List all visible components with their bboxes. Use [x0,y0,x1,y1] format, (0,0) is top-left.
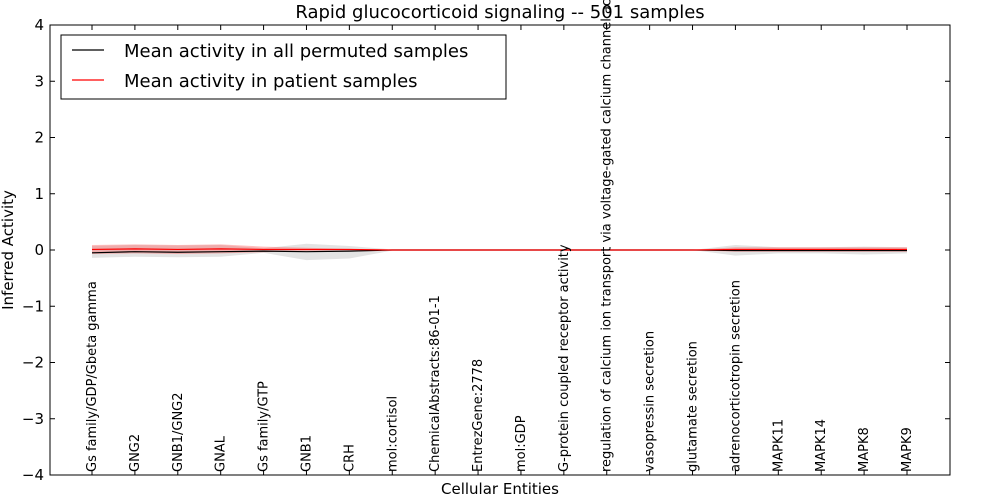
category-label: MAPK11 [771,419,786,472]
category-label: GNB1/GNG2 [171,392,186,472]
series-line-1 [91,248,907,251]
category-label: ChemicalAbstracts:86-01-1 [428,295,443,472]
y-tick-label: 1 [34,185,44,203]
category-label: glutamate secretion [686,341,701,472]
y-tick-label: −2 [22,354,44,372]
category-label: mol:cortisol [385,396,400,472]
category-label: vasopressin secretion [643,331,658,472]
chart-title: Rapid glucocorticoid signaling -- 501 sa… [295,2,704,23]
y-axis-ticks: −4 −3 −2 −1 0 1 2 3 4 [22,16,950,484]
y-tick-label: −1 [22,297,44,315]
category-label: regulation of calcium ion transport via … [600,0,615,472]
category-label: adrenocorticotropin secretion [728,280,743,472]
y-tick-label: 3 [34,72,44,90]
category-label: MAPK9 [900,427,915,472]
category-label: MAPK14 [814,419,829,472]
category-label: G-protein coupled receptor activity [557,244,572,472]
category-labels: Gs family/GDP/Gbeta gamma GNG2 GNB1/GNG2 GN… [85,0,915,472]
y-tick-label: 4 [34,16,44,34]
category-label: MAPK8 [857,427,872,472]
category-label: mol:GDP [514,415,529,472]
y-tick-label: 0 [34,241,44,259]
legend-label-patient: Mean activity in patient samples [124,71,418,92]
y-tick-label: −3 [22,410,44,428]
y-tick-label: 2 [34,129,44,147]
category-label: GNG2 [128,434,143,472]
legend: Mean activity in all permuted samples Me… [60,34,507,100]
category-label: EntrezGene:2778 [471,359,486,472]
band-series-0 [92,243,907,261]
category-label: Gs family/GDP/Gbeta gamma [85,281,100,472]
y-axis-label: Inferred Activity [0,190,17,310]
category-label: Gs family/GTP [257,381,272,472]
category-label: GNB1 [300,435,315,472]
series-lines [91,248,907,254]
x-axis-ticks [91,25,908,475]
category-label: GNAL [214,435,229,472]
category-label: CRH [342,444,357,472]
legend-label-permuted: Mean activity in all permuted samples [124,41,468,62]
y-tick-label: −4 [22,466,44,484]
legend-box [60,34,507,100]
x-axis-label: Cellular Entities [441,480,559,498]
